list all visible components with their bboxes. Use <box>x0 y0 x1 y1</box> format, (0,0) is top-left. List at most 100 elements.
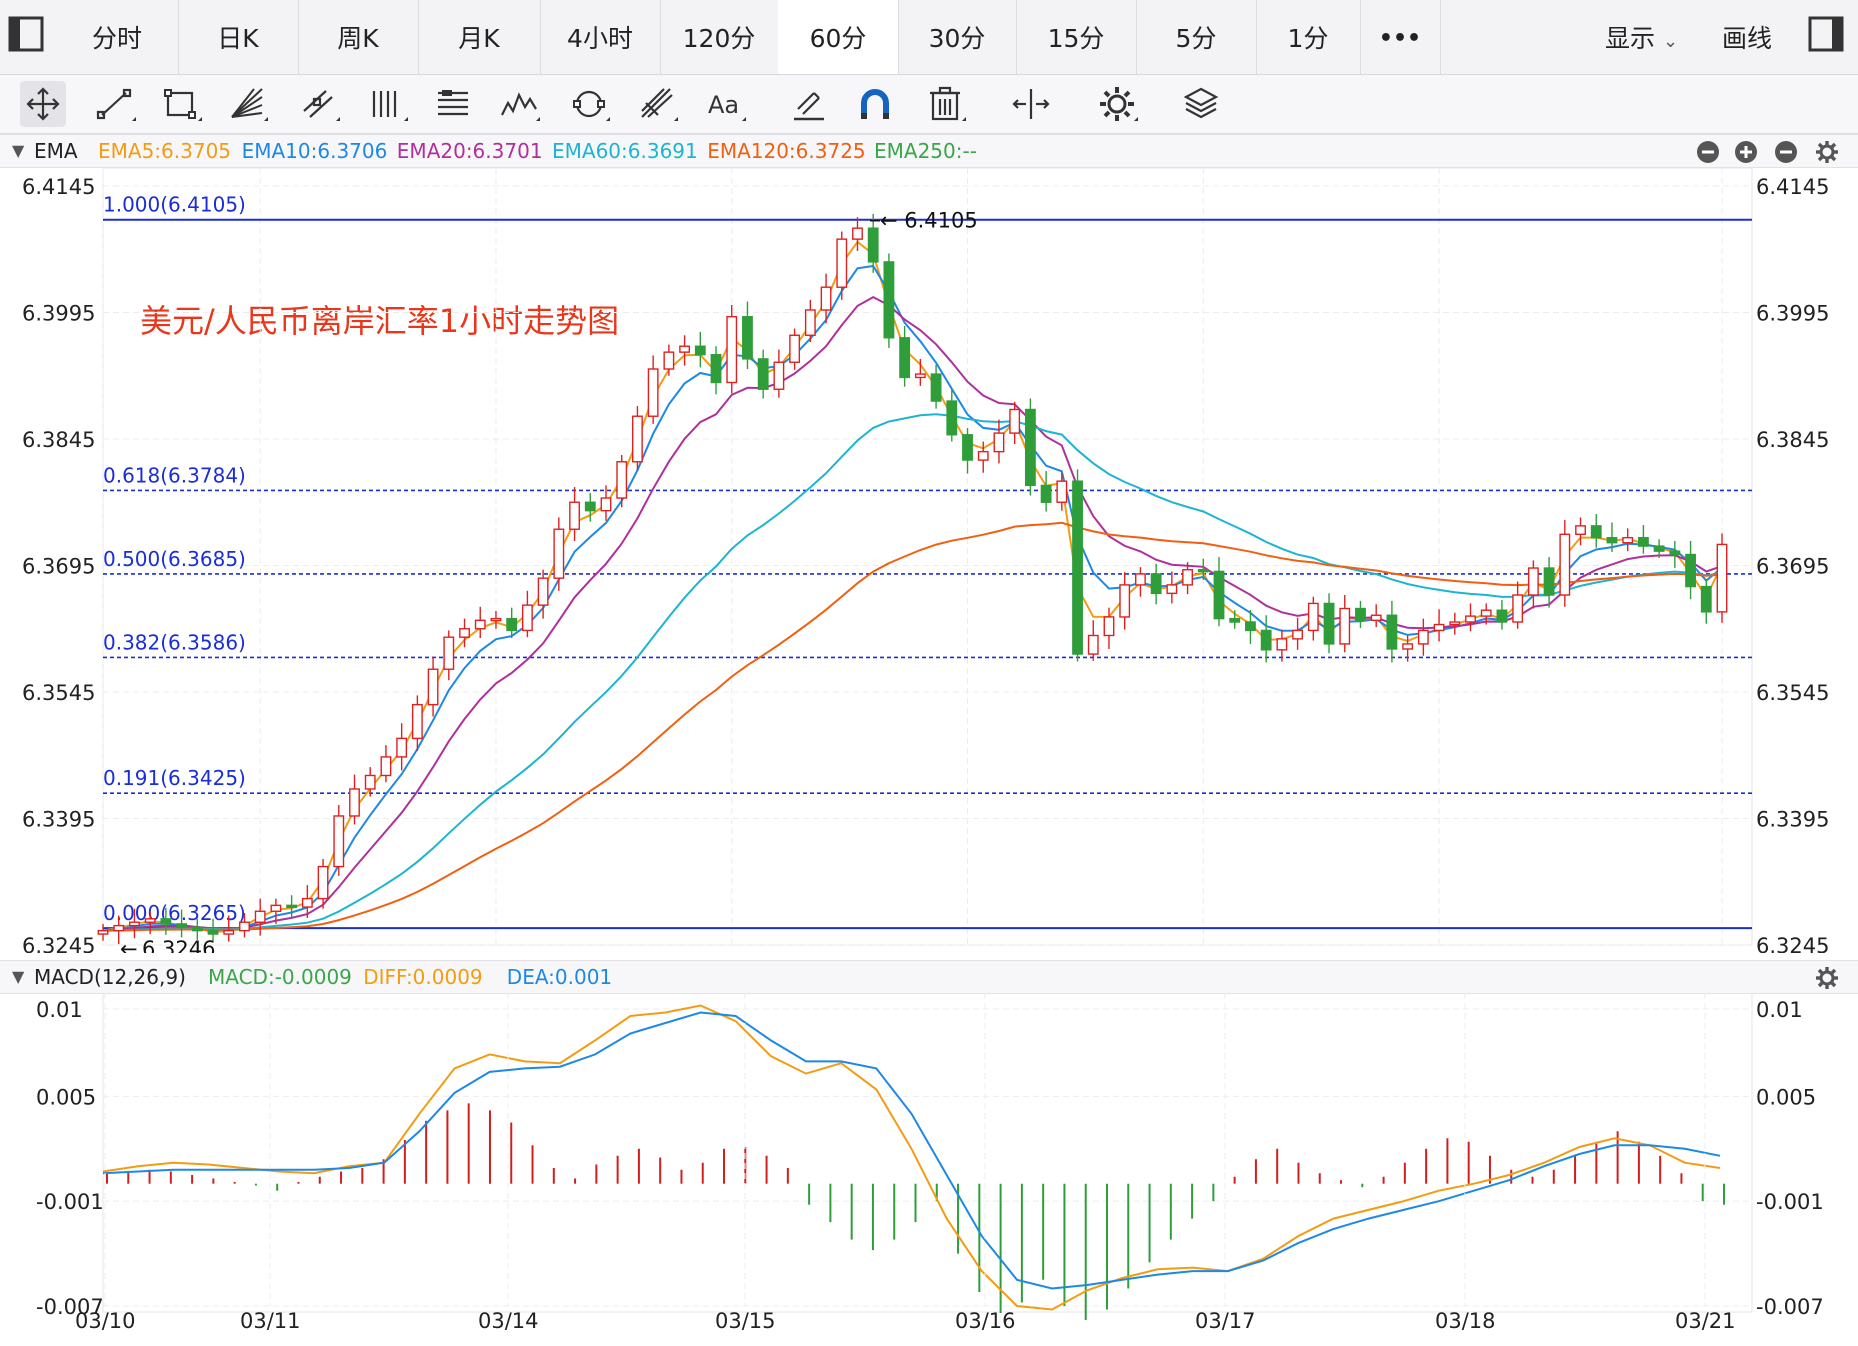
period-tab[interactable]: 周K <box>298 0 419 74</box>
candle-body <box>993 432 1005 453</box>
collapse-indicator-icon[interactable]: ▼ <box>12 141 25 160</box>
panel-toggle-icon[interactable] <box>1808 16 1844 52</box>
period-tab-bar: 分时 日K 周K 月K 4小时 120分 60分 30分 15分 5分 1分 ••• 显示 ⌄ 画线 <box>0 0 1858 75</box>
pattern-tool-icon[interactable] <box>496 81 542 127</box>
candle-body <box>443 636 455 670</box>
y-tick-label-left: 6.4145 <box>22 175 95 199</box>
plot-frame <box>102 168 1753 946</box>
remove-circle-icon[interactable] <box>1774 140 1798 173</box>
period-tab[interactable]: 1分 <box>1256 0 1361 74</box>
candle-body <box>1056 480 1068 503</box>
x-tick-label: 03/18 <box>1435 1309 1496 1333</box>
channel-tool-icon[interactable] <box>296 81 342 127</box>
macd-dea-line <box>102 1011 1721 1290</box>
candle-body <box>113 924 125 932</box>
candle-body <box>427 668 439 706</box>
y-tick-label-left: -0.001 <box>36 1190 104 1214</box>
draw-label: 画线 <box>1722 24 1773 53</box>
candle-body <box>820 286 832 311</box>
delete-tool-icon[interactable] <box>922 81 968 127</box>
candle-body <box>616 461 628 499</box>
fork-tool-icon[interactable] <box>634 81 680 127</box>
y-tick-label-right: 6.3695 <box>1756 555 1829 579</box>
candle-body <box>1276 638 1288 651</box>
candle-body <box>223 929 235 935</box>
candle-body <box>1245 621 1256 632</box>
candle-body <box>1024 408 1036 487</box>
candle-body <box>97 929 109 935</box>
period-tab[interactable]: 月K <box>418 0 541 74</box>
candle-body <box>946 400 958 436</box>
candle-body <box>710 353 722 384</box>
collapse-indicator-icon[interactable]: ▼ <box>12 967 25 986</box>
fib-level-label: 1.000(6.4105) <box>103 193 246 217</box>
candle-body <box>317 865 329 900</box>
plot-frame <box>102 993 1753 1313</box>
period-tab[interactable]: 4小时 <box>540 0 661 74</box>
display-menu-button[interactable]: 显示 ⌄ <box>1605 0 1678 74</box>
candle-body <box>1402 643 1414 650</box>
period-tab[interactable]: 15分 <box>1016 0 1137 74</box>
fan-tool-icon[interactable] <box>224 81 270 127</box>
move-tool-icon[interactable] <box>20 81 66 127</box>
magnet-tool-icon[interactable] <box>852 81 898 127</box>
macd-diff-line <box>102 1004 1721 1311</box>
x-tick-label: 03/16 <box>955 1309 1016 1333</box>
x-tick-label: 03/11 <box>240 1309 301 1333</box>
candle-body <box>459 628 470 638</box>
brush-tool-icon[interactable] <box>786 81 832 127</box>
cycle-tool-icon[interactable] <box>566 81 612 127</box>
period-tab[interactable]: 日K <box>178 0 299 74</box>
candle-body <box>600 497 612 512</box>
period-tab[interactable]: 60分 <box>778 0 899 74</box>
candle-body <box>1182 569 1193 586</box>
candle-body <box>1465 615 1476 623</box>
legend-entry: EMA120:6.3725 <box>707 139 866 163</box>
macd-chart[interactable]: 0.01 0.01 0.005 0.005 -0.001 -0.001 -0.007 -0.0… <box>0 993 1858 1333</box>
candle-body <box>694 345 706 356</box>
x-tick-label: 03/17 <box>1195 1309 1256 1333</box>
candle-body <box>1292 629 1304 640</box>
text-lines-tool-icon[interactable] <box>430 81 476 127</box>
gear-icon[interactable] <box>1814 965 1840 1000</box>
price-chart[interactable]: 美元/人民币离岸汇率1小时走势图 6.4145 6.4145 6.3995 6.399… <box>0 168 1858 953</box>
measure-tool-icon[interactable] <box>1008 81 1054 127</box>
chart-title: 美元/人民币离岸汇率1小时走势图 <box>140 302 619 340</box>
more-periods-button[interactable]: ••• <box>1360 0 1441 74</box>
candle-body <box>1040 484 1052 503</box>
draw-line-button[interactable]: 画线 <box>1722 0 1772 74</box>
rect-tool-icon[interactable] <box>158 81 204 127</box>
y-tick-label-right: 6.3545 <box>1756 681 1829 705</box>
candle-body <box>144 918 156 923</box>
period-tab[interactable]: 分时 <box>56 0 179 74</box>
line-tool-icon[interactable] <box>92 81 138 127</box>
period-tab[interactable]: 120分 <box>660 0 779 74</box>
gear-icon[interactable] <box>1814 139 1840 174</box>
candle-body <box>773 361 785 390</box>
ema-line <box>102 264 1723 932</box>
candle-body <box>1213 570 1225 620</box>
period-tab[interactable]: 30分 <box>898 0 1017 74</box>
candle-body <box>1355 607 1366 622</box>
candle-body <box>836 238 848 288</box>
vertical-lines-tool-icon[interactable] <box>364 81 410 127</box>
legend-entry: EMA10:6.3706 <box>241 139 388 163</box>
candle-body <box>914 373 926 379</box>
x-tick-label: 03/10 <box>75 1309 136 1333</box>
high-price-marker: ← 6.4105 <box>880 209 978 233</box>
sidebar-toggle-icon[interactable] <box>8 16 44 52</box>
candle-body <box>726 316 738 384</box>
settings-tool-icon[interactable] <box>1094 81 1140 127</box>
candle-body <box>757 358 769 390</box>
text-tool-icon[interactable]: Aa <box>702 81 748 127</box>
candle-body <box>396 737 408 758</box>
svg-text:Aa: Aa <box>708 91 739 119</box>
candle-body <box>176 923 188 928</box>
period-tab[interactable]: 5分 <box>1136 0 1257 74</box>
y-tick-label-right: 6.3245 <box>1756 934 1829 953</box>
minus-circle-icon[interactable] <box>1696 140 1720 173</box>
plus-circle-icon[interactable] <box>1734 140 1758 173</box>
candle-body <box>1417 629 1429 645</box>
layers-tool-icon[interactable] <box>1178 81 1224 127</box>
candle-body <box>1197 569 1209 573</box>
